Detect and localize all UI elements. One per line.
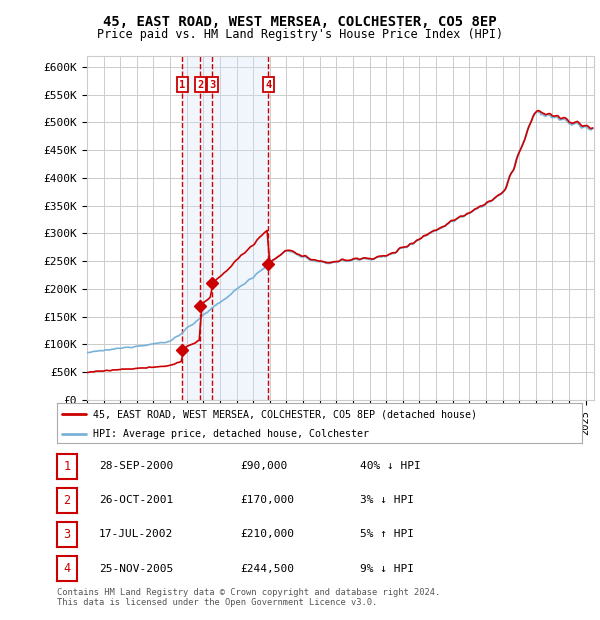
Text: 5% ↑ HPI: 5% ↑ HPI [360,529,414,539]
Text: 2: 2 [197,79,203,90]
Text: 26-OCT-2001: 26-OCT-2001 [99,495,173,505]
Text: Contains HM Land Registry data © Crown copyright and database right 2024.
This d: Contains HM Land Registry data © Crown c… [57,588,440,607]
Text: 4: 4 [64,562,70,575]
Text: 25-NOV-2005: 25-NOV-2005 [99,564,173,574]
Text: 40% ↓ HPI: 40% ↓ HPI [360,461,421,471]
Text: 3: 3 [209,79,215,90]
Bar [182,56,268,400]
Text: 3% ↓ HPI: 3% ↓ HPI [360,495,414,505]
Text: 1: 1 [179,79,185,90]
Text: 1: 1 [64,460,70,472]
Text: 4: 4 [265,79,271,90]
Text: 2: 2 [64,494,70,507]
Text: 17-JUL-2002: 17-JUL-2002 [99,529,173,539]
Text: £244,500: £244,500 [240,564,294,574]
Text: 28-SEP-2000: 28-SEP-2000 [99,461,173,471]
Text: £210,000: £210,000 [240,529,294,539]
Text: 45, EAST ROAD, WEST MERSEA, COLCHESTER, CO5 8EP: 45, EAST ROAD, WEST MERSEA, COLCHESTER, … [103,16,497,30]
Text: 9% ↓ HPI: 9% ↓ HPI [360,564,414,574]
Text: £90,000: £90,000 [240,461,287,471]
Text: 45, EAST ROAD, WEST MERSEA, COLCHESTER, CO5 8EP (detached house): 45, EAST ROAD, WEST MERSEA, COLCHESTER, … [93,409,476,419]
Text: HPI: Average price, detached house, Colchester: HPI: Average price, detached house, Colc… [93,430,368,440]
Text: Price paid vs. HM Land Registry's House Price Index (HPI): Price paid vs. HM Land Registry's House … [97,28,503,41]
Text: 3: 3 [64,528,70,541]
Text: £170,000: £170,000 [240,495,294,505]
